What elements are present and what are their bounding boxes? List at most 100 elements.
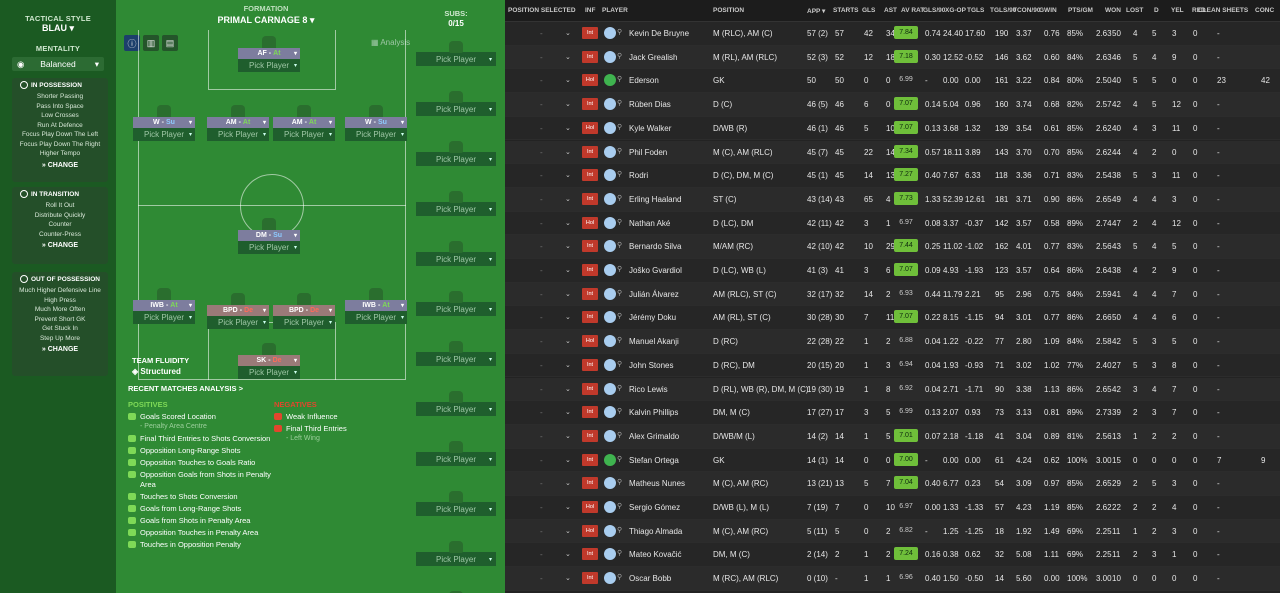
player-name[interactable]: Kyle Walker <box>629 123 672 133</box>
role-duty-selector[interactable]: DM - Su ▾ <box>238 230 300 241</box>
role-duty-selector[interactable]: BPD - De ▾ <box>207 305 269 316</box>
role-duty-selector[interactable]: SK - De ▾ <box>238 355 300 366</box>
chevron-down-icon[interactable]: ⌄ <box>565 124 571 132</box>
position-selected[interactable]: - <box>540 360 543 370</box>
table-row[interactable]: - ⌄ Hol ⚲ Sergio Gómez D/WB (L), M (L) 7 (19) 7… <box>505 496 1280 520</box>
column-header[interactable]: APP ▾ <box>807 8 826 15</box>
position-selected[interactable]: - <box>540 550 543 560</box>
column-header[interactable]: TCON/90 <box>1013 7 1041 14</box>
chevron-down-icon[interactable]: ⌄ <box>565 290 571 298</box>
analysis-toggle[interactable]: ▦ Analysis <box>371 38 410 47</box>
position-selected[interactable]: - <box>540 313 543 323</box>
player-name[interactable]: Rodri <box>629 171 649 181</box>
table-row[interactable]: - ⌄ Int ⚲ Oscar Bobb M (RC), AM (RLC) 0 (10) -1… <box>505 567 1280 591</box>
player-name[interactable]: Sergio Gómez <box>629 503 681 512</box>
pick-player-dropdown[interactable]: Pick Player ▾ <box>133 128 195 141</box>
sub-slot[interactable]: Pick Player ▾ <box>416 241 496 266</box>
column-header[interactable]: INF <box>585 7 596 14</box>
table-row[interactable]: - ⌄ Int ⚲ Bernardo Silva M/AM (RC) 42 (10) 42 10… <box>505 235 1280 259</box>
out-of-possession-change-button[interactable]: » CHANGE <box>41 346 79 353</box>
formation-slot[interactable]: AM - At ▾ Pick Player ▾ <box>207 105 269 141</box>
chevron-down-icon[interactable]: ⌄ <box>565 338 571 346</box>
chevron-down-icon[interactable]: ⌄ <box>565 456 571 464</box>
chevron-down-icon[interactable]: ⌄ <box>565 101 571 109</box>
table-row[interactable]: - ⌄ Int ⚲ Kevin De Bruyne M (RLC), AM (C) 57 (… <box>505 22 1280 46</box>
sub-slot[interactable]: Pick Player ▾ <box>416 91 496 116</box>
role-duty-selector[interactable]: W - Su ▾ <box>133 117 195 128</box>
table-row[interactable]: - ⌄ Int ⚲ Phil Foden M (C), AM (RLC) 45 (7) 45 2… <box>505 140 1280 165</box>
formation-slot[interactable]: IWB - At ▾ Pick Player ▾ <box>133 288 195 324</box>
player-name[interactable]: Oscar Bobb <box>629 574 672 584</box>
column-header[interactable]: POSITION SELECTED <box>508 7 576 14</box>
sub-slot[interactable]: Pick Player ▾ <box>416 41 496 66</box>
column-header[interactable]: GLS/90 <box>923 7 946 14</box>
position-selected[interactable]: - <box>540 431 543 441</box>
role-duty-selector[interactable]: BPD - De ▾ <box>273 305 335 316</box>
in-transition-change-button[interactable]: » CHANGE <box>41 242 79 249</box>
role-duty-selector[interactable]: AM - At ▾ <box>273 117 335 128</box>
chevron-down-icon[interactable]: ⌄ <box>565 30 571 37</box>
table-row[interactable]: - ⌄ Int ⚲ Matheus Nunes M (C), AM (RC) 13 (21)… <box>505 472 1280 496</box>
chevron-down-icon[interactable]: ⌄ <box>565 172 571 180</box>
player-name[interactable]: John Stones <box>629 360 674 370</box>
position-selected[interactable]: - <box>540 455 543 465</box>
player-name[interactable]: Bernardo Silva <box>629 242 682 252</box>
table-row[interactable]: - ⌄ Int ⚲ Jack Grealish M (RL), AM (RLC) 52 (3… <box>505 45 1280 70</box>
in-possession-change-button[interactable]: » CHANGE <box>41 161 79 169</box>
chevron-down-icon[interactable]: ⌄ <box>565 195 571 203</box>
player-name[interactable]: Erling Haaland <box>629 194 682 204</box>
column-header[interactable]: RED <box>1192 7 1206 14</box>
table-row[interactable]: - ⌄ Int ⚲ Rúben Dias D (C) 46 (5) 46 6 0 0.14 5.04 0… <box>505 93 1280 117</box>
player-name[interactable]: Kalvin Phillips <box>629 408 679 418</box>
position-selected[interactable]: - <box>540 123 543 133</box>
chevron-down-icon[interactable]: ⌄ <box>565 480 571 488</box>
position-selected[interactable]: - <box>540 171 543 181</box>
player-name[interactable]: Ederson <box>629 76 659 86</box>
mentality-select[interactable]: ◉ Balanced ▾ <box>12 57 104 71</box>
player-name[interactable]: Jérémy Doku <box>629 313 677 323</box>
formation-slot[interactable]: DM - Su ▾ Pick Player ▾ <box>238 218 300 254</box>
position-selected[interactable]: - <box>540 194 543 204</box>
player-name[interactable]: Kevin De Bruyne <box>629 29 690 38</box>
pick-player-dropdown[interactable]: Pick Player ▾ <box>345 128 407 141</box>
role-duty-selector[interactable]: IWB - At ▾ <box>345 300 407 311</box>
position-selected[interactable]: - <box>540 503 543 512</box>
chevron-down-icon[interactable]: ⌄ <box>565 432 571 440</box>
table-row[interactable]: - ⌄ Hol ⚲ Nathan Aké D (LC), DM 42 (11) 42 3 1 0.0… <box>505 211 1280 236</box>
pick-player-dropdown[interactable]: Pick Player ▾ <box>207 316 269 329</box>
column-header[interactable]: GWIN <box>1039 7 1057 14</box>
table-row[interactable]: - ⌄ Int ⚲ Julián Álvarez AM (RLC), ST (C) 32 (… <box>505 282 1280 307</box>
pick-player-dropdown[interactable]: Pick Player ▾ <box>238 366 300 379</box>
player-name[interactable]: Mateo Kovačić <box>629 550 682 560</box>
position-selected[interactable]: - <box>540 29 543 38</box>
bar-chart-icon[interactable]: ▥ <box>143 35 159 51</box>
column-header[interactable]: PLAYER <box>602 7 628 14</box>
info-icon[interactable]: ⓘ <box>124 35 140 51</box>
formation-name[interactable]: PRIMAL CARNAGE 8 ▾ <box>116 15 416 26</box>
formation-slot[interactable]: AF - At ▾ Pick Player ▾ <box>238 36 300 72</box>
table-row[interactable]: - ⌄ Hol ⚲ Ederson GK 50 50 0 0-0.00 0.00 161 3.22 0.8… <box>505 69 1280 94</box>
player-name[interactable]: Manuel Akanji <box>629 337 679 347</box>
sub-slot[interactable]: Pick Player ▾ <box>416 541 496 566</box>
position-selected[interactable]: - <box>540 266 543 275</box>
chevron-down-icon[interactable]: ⌄ <box>565 267 571 274</box>
player-name[interactable]: Thiago Almada <box>629 526 683 536</box>
position-selected[interactable]: - <box>540 76 543 86</box>
pick-player-dropdown[interactable]: Pick Player ▾ <box>238 241 300 254</box>
formation-slot[interactable]: AM - At ▾ Pick Player ▾ <box>273 105 335 141</box>
pick-player-dropdown[interactable]: Pick Player ▾ <box>345 311 407 324</box>
player-name[interactable]: Julián Álvarez <box>629 289 679 299</box>
pick-player-dropdown[interactable]: Pick Player ▾ <box>207 128 269 141</box>
chevron-down-icon[interactable]: ⌄ <box>565 77 571 85</box>
column-header[interactable]: CLEAN SHEETS <box>1198 7 1249 14</box>
position-selected[interactable]: - <box>540 147 543 157</box>
player-name[interactable]: Joško Gvardiol <box>629 266 682 275</box>
column-header[interactable]: GLS <box>862 7 876 14</box>
position-selected[interactable]: - <box>540 337 543 347</box>
column-header[interactable]: STARTS <box>833 7 859 14</box>
position-selected[interactable]: - <box>540 100 543 110</box>
player-name[interactable]: Stefan Ortega <box>629 455 679 465</box>
chevron-down-icon[interactable]: ⌄ <box>565 527 571 535</box>
formation-slot[interactable]: BPD - De ▾ Pick Player ▾ <box>273 293 335 329</box>
player-name[interactable]: Jack Grealish <box>629 52 678 62</box>
